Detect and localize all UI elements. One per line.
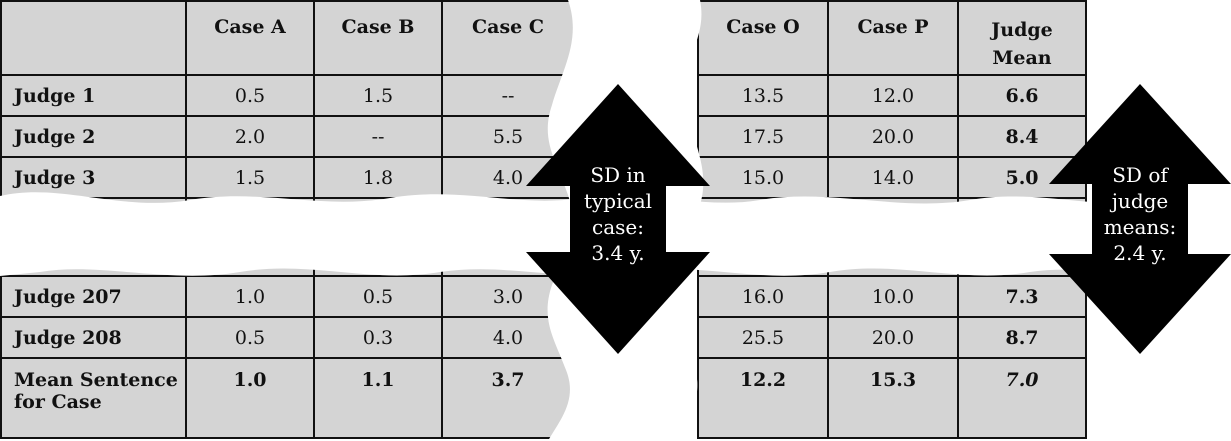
table-row-mean: Mean Sentence for Case 1.0 1.1 3.7 xyxy=(0,357,575,439)
judge-mean-cell: 8.4 xyxy=(957,115,1087,158)
double-arrow-icon xyxy=(1049,84,1231,354)
table-cell: 0.5 xyxy=(185,74,315,117)
table-cell: 1.5 xyxy=(313,74,443,117)
table-cell: 2.0 xyxy=(185,115,315,158)
table-row: 17.5 20.0 8.4 xyxy=(697,115,1087,158)
row-label: Judge 208 xyxy=(0,316,187,359)
table-row: Judge 1 0.5 1.5 -- xyxy=(0,74,575,117)
table-cell: 16.0 xyxy=(697,275,829,318)
table-cell: 1.1 xyxy=(313,357,443,439)
table-cell: 1.0 xyxy=(185,357,315,439)
row-label: Judge 1 xyxy=(0,74,187,117)
header-judge-mean: Judge Mean xyxy=(957,0,1087,76)
judge-mean-cell: 7.3 xyxy=(957,275,1087,318)
table-cell: 1.5 xyxy=(185,156,315,199)
table-cell: 1.8 xyxy=(313,156,443,199)
table-cell: 20.0 xyxy=(827,115,959,158)
table-cell: 1.0 xyxy=(185,275,315,318)
header-case-a: Case A xyxy=(185,0,315,76)
header-case-c: Case C xyxy=(441,0,575,76)
label-line: SD in xyxy=(590,163,646,187)
sd-typical-case-label: SD in typical case: 3.4 y. xyxy=(568,162,668,266)
table-cell: -- xyxy=(313,115,443,158)
table-row-mean: 12.2 15.3 7.0 xyxy=(697,357,1087,439)
sd-judge-means-label: SD of judge means: 2.4 y. xyxy=(1090,162,1190,266)
table-cell: 0.3 xyxy=(313,316,443,359)
table-header-row: Case A Case B Case C xyxy=(0,0,575,76)
table-row: 25.5 20.0 8.7 xyxy=(697,316,1087,359)
table-row: Judge 208 0.5 0.3 4.0 xyxy=(0,316,575,359)
table-cell: 15.0 xyxy=(697,156,829,199)
table-cell: 12.0 xyxy=(827,74,959,117)
table-cell: 0.5 xyxy=(185,316,315,359)
table-row: 16.0 10.0 7.3 xyxy=(697,275,1087,318)
row-label: Judge 207 xyxy=(0,275,187,318)
table-cell: 25.5 xyxy=(697,316,829,359)
table-header-row: Case O Case P Judge Mean xyxy=(697,0,1087,76)
header-case-o: Case O xyxy=(697,0,829,76)
table-cell: 20.0 xyxy=(827,316,959,359)
table-cell: 13.5 xyxy=(697,74,829,117)
label-line: SD of xyxy=(1112,163,1168,187)
label-line: 2.4 y. xyxy=(1113,241,1167,265)
table-cell: 3.7 xyxy=(441,357,575,439)
table-cell: 12.2 xyxy=(697,357,829,439)
row-label: Judge 2 xyxy=(0,115,187,158)
label-line: means: xyxy=(1103,215,1177,239)
row-label: Mean Sentence for Case xyxy=(0,357,187,439)
header-case-b: Case B xyxy=(313,0,443,76)
judge-mean-cell: 8.7 xyxy=(957,316,1087,359)
table-cell: 10.0 xyxy=(827,275,959,318)
table-cell: 15.3 xyxy=(827,357,959,439)
table-row: 13.5 12.0 6.6 xyxy=(697,74,1087,117)
label-line: typical xyxy=(583,189,653,213)
row-label: Judge 3 xyxy=(0,156,187,199)
label-line: case: xyxy=(592,215,644,239)
overall-mean-cell: 7.0 xyxy=(957,357,1087,439)
label-line: 3.4 y. xyxy=(591,241,645,265)
judge-mean-cell: 6.6 xyxy=(957,74,1087,117)
table-cell: 0.5 xyxy=(313,275,443,318)
table-row: Judge 207 1.0 0.5 3.0 xyxy=(0,275,575,318)
header-case-p: Case P xyxy=(827,0,959,76)
table-cell: 17.5 xyxy=(697,115,829,158)
label-line: judge xyxy=(1111,189,1169,213)
table-cell: 14.0 xyxy=(827,156,959,199)
header-cell-empty xyxy=(0,0,187,76)
double-arrow-icon xyxy=(526,84,710,354)
